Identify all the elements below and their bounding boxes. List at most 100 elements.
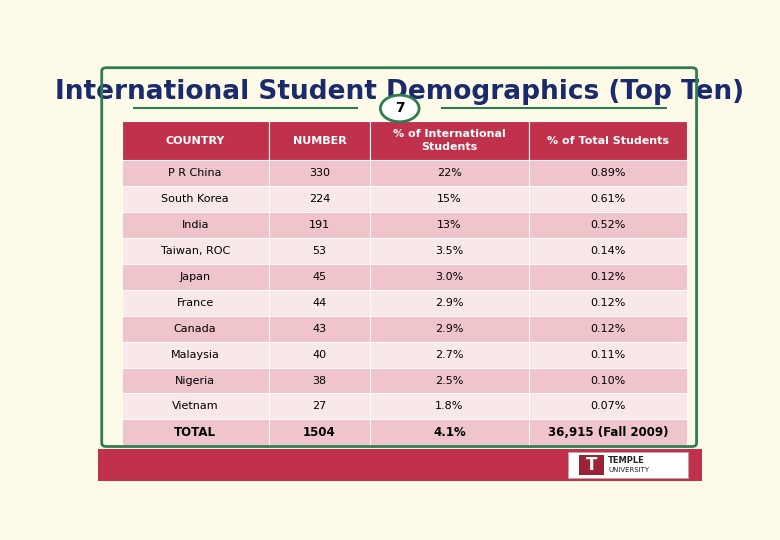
Bar	[268, 290, 370, 316]
Text: 0.11%: 0.11%	[590, 349, 626, 360]
Text: 53: 53	[313, 246, 327, 256]
Bar	[268, 316, 370, 342]
Bar	[529, 342, 687, 368]
Bar	[529, 394, 687, 420]
Text: 0.89%: 0.89%	[590, 168, 626, 178]
Text: % of International
Students: % of International Students	[393, 130, 506, 152]
Text: P R China: P R China	[168, 168, 222, 178]
Bar	[268, 212, 370, 238]
Text: T: T	[586, 456, 597, 474]
Bar	[370, 264, 529, 290]
Bar	[122, 238, 268, 264]
Text: TOTAL: TOTAL	[174, 426, 216, 439]
Text: Malaysia: Malaysia	[171, 349, 220, 360]
Text: 0.52%: 0.52%	[590, 220, 626, 230]
Text: 7: 7	[395, 102, 405, 116]
Bar	[370, 238, 529, 264]
Text: 2.7%: 2.7%	[435, 349, 464, 360]
Text: Nigeria: Nigeria	[175, 375, 215, 386]
Text: UNIVERSITY: UNIVERSITY	[608, 467, 650, 473]
Text: 0.07%: 0.07%	[590, 401, 626, 411]
Text: 191: 191	[309, 220, 330, 230]
Bar	[268, 264, 370, 290]
Bar	[370, 290, 529, 316]
Text: 0.12%: 0.12%	[590, 324, 626, 334]
Text: 43: 43	[313, 324, 327, 334]
Bar	[122, 420, 268, 446]
Text: NUMBER: NUMBER	[292, 136, 346, 146]
Text: % of Total Students: % of Total Students	[547, 136, 668, 146]
Bar	[529, 368, 687, 394]
Bar	[122, 160, 268, 186]
Bar	[122, 121, 268, 160]
Text: 27: 27	[312, 401, 327, 411]
Bar	[529, 420, 687, 446]
Bar	[370, 342, 529, 368]
Text: India: India	[182, 220, 209, 230]
Bar	[370, 160, 529, 186]
Text: 3.5%: 3.5%	[435, 246, 463, 256]
Text: 1504: 1504	[303, 426, 336, 439]
Text: South Korea: South Korea	[161, 194, 229, 204]
Bar	[122, 212, 268, 238]
Text: 38: 38	[313, 375, 327, 386]
Bar	[268, 342, 370, 368]
Bar	[529, 238, 687, 264]
Text: 13%: 13%	[437, 220, 462, 230]
Text: Canada: Canada	[174, 324, 217, 334]
Text: 2.5%: 2.5%	[435, 375, 463, 386]
Text: Taiwan, ROC: Taiwan, ROC	[161, 246, 230, 256]
Text: 22%: 22%	[437, 168, 462, 178]
Bar	[579, 455, 604, 475]
Text: 45: 45	[313, 272, 327, 282]
Text: 3.0%: 3.0%	[435, 272, 463, 282]
Bar	[370, 186, 529, 212]
Text: 0.10%: 0.10%	[590, 375, 626, 386]
Bar	[268, 121, 370, 160]
Text: TEMPLE: TEMPLE	[608, 456, 645, 465]
Bar	[122, 342, 268, 368]
Bar	[122, 368, 268, 394]
Text: 0.12%: 0.12%	[590, 272, 626, 282]
Text: 2.9%: 2.9%	[435, 298, 464, 308]
Text: France: France	[176, 298, 214, 308]
Text: COUNTRY: COUNTRY	[165, 136, 225, 146]
Text: 36,915 (Fall 2009): 36,915 (Fall 2009)	[548, 426, 668, 439]
Text: 0.14%: 0.14%	[590, 246, 626, 256]
Bar	[370, 316, 529, 342]
Bar	[529, 290, 687, 316]
Text: 2.9%: 2.9%	[435, 324, 464, 334]
Text: International Student Demographics (Top Ten): International Student Demographics (Top …	[55, 79, 744, 105]
Bar	[122, 264, 268, 290]
Bar	[529, 264, 687, 290]
Text: 40: 40	[313, 349, 327, 360]
Text: Vietnam: Vietnam	[172, 401, 218, 411]
Bar	[268, 368, 370, 394]
Text: 44: 44	[312, 298, 327, 308]
Text: 0.61%: 0.61%	[590, 194, 626, 204]
Text: 15%: 15%	[437, 194, 462, 204]
Text: 1.8%: 1.8%	[435, 401, 463, 411]
Bar	[370, 368, 529, 394]
Bar	[122, 186, 268, 212]
Bar	[268, 238, 370, 264]
Bar	[370, 212, 529, 238]
Text: 330: 330	[309, 168, 330, 178]
Bar	[370, 394, 529, 420]
Bar	[529, 186, 687, 212]
Bar	[122, 290, 268, 316]
Text: Japan: Japan	[179, 272, 211, 282]
Bar	[122, 394, 268, 420]
Circle shape	[381, 95, 419, 122]
Text: 0.12%: 0.12%	[590, 298, 626, 308]
Text: 4.1%: 4.1%	[433, 426, 466, 439]
Text: 224: 224	[309, 194, 330, 204]
Bar	[122, 316, 268, 342]
Bar	[529, 160, 687, 186]
Bar	[98, 449, 702, 481]
Bar	[370, 420, 529, 446]
Bar	[268, 160, 370, 186]
Bar	[268, 420, 370, 446]
Bar	[370, 121, 529, 160]
Bar	[529, 212, 687, 238]
